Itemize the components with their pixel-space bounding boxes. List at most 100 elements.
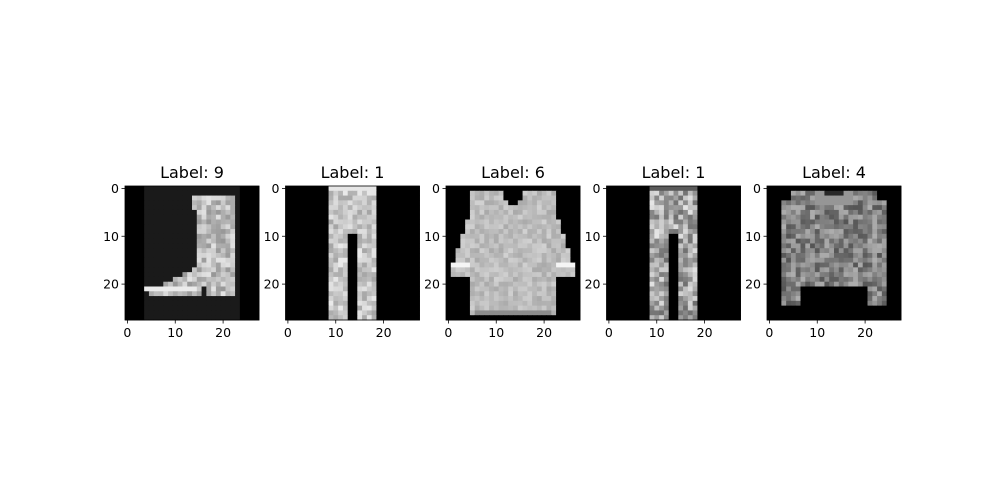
image-pixel (611, 214, 617, 220)
image-pixel (414, 272, 420, 278)
image-pixel (352, 209, 358, 216)
image-pixel (853, 248, 859, 254)
image-pixel (532, 200, 538, 206)
image-pixel (299, 186, 306, 192)
image-pixel (338, 205, 344, 211)
image-pixel (829, 276, 835, 283)
image-pixel (177, 305, 183, 311)
image-pixel (663, 262, 670, 268)
image-pixel (556, 205, 562, 211)
image-pixel (254, 243, 260, 249)
image-pixel (673, 209, 679, 216)
image-pixel (187, 224, 193, 230)
image-pixel (172, 233, 179, 240)
image-pixel (678, 276, 684, 283)
image-pixel (498, 195, 504, 201)
image-pixel (144, 219, 150, 225)
image-pixel (493, 315, 500, 321)
image-pixel (872, 257, 878, 263)
image-pixel (790, 291, 797, 297)
image-pixel (735, 205, 741, 211)
image-pixel (172, 253, 179, 259)
x-tick-label: 0 (605, 325, 613, 340)
image-pixel (730, 281, 737, 287)
image-pixel (711, 257, 717, 263)
image-pixel (625, 243, 631, 249)
image-pixel (508, 286, 514, 292)
image-pixel (716, 262, 722, 268)
image-pixel (381, 286, 387, 292)
panel-4-image (606, 186, 741, 321)
image-pixel (692, 224, 698, 230)
image-pixel (640, 262, 646, 268)
image-pixel (630, 267, 636, 273)
image-pixel (405, 276, 411, 283)
image-pixel (163, 281, 169, 287)
image-pixel (687, 219, 694, 225)
image-pixel (455, 267, 461, 273)
image-pixel (134, 248, 140, 254)
image-pixel (730, 229, 737, 235)
image-pixel (551, 267, 557, 273)
image-pixel (843, 296, 849, 302)
image-pixel (606, 219, 612, 225)
image-pixel (290, 224, 296, 230)
image-pixel (187, 300, 193, 307)
image-pixel (309, 281, 315, 287)
image-pixel (153, 209, 159, 216)
image-pixel (862, 281, 868, 287)
image-pixel (881, 238, 888, 244)
image-pixel (414, 300, 420, 307)
image-pixel (177, 300, 183, 307)
image-pixel (333, 248, 339, 254)
image-pixel (125, 200, 131, 206)
image-pixel (862, 229, 868, 235)
image-pixel (144, 291, 150, 297)
image-pixel (819, 315, 825, 321)
image-pixel (342, 267, 349, 273)
image-pixel (474, 200, 480, 206)
image-pixel (853, 229, 859, 235)
image-pixel (891, 224, 897, 230)
image-pixel (244, 214, 250, 220)
image-pixel (663, 233, 670, 240)
image-pixel (153, 281, 159, 287)
image-pixel (795, 205, 801, 211)
image-pixel (546, 272, 552, 278)
image-pixel (211, 186, 217, 192)
image-pixel (570, 243, 576, 249)
image-pixel (338, 195, 344, 201)
image-pixel (640, 305, 646, 311)
image-pixel (517, 300, 523, 307)
image-pixel (814, 305, 821, 311)
image-pixel (834, 209, 840, 216)
image-pixel (726, 257, 732, 263)
image-pixel (790, 195, 797, 201)
image-pixel (357, 272, 363, 278)
image-pixel (644, 209, 650, 216)
image-pixel (215, 310, 222, 316)
image-pixel (376, 296, 382, 302)
image-pixel (707, 291, 713, 297)
image-pixel (455, 310, 461, 316)
image-pixel (781, 224, 787, 230)
image-pixel (862, 186, 868, 192)
image-pixel (342, 190, 349, 196)
image-pixel (493, 190, 500, 196)
image-pixel (192, 200, 198, 206)
image-pixel (838, 229, 844, 235)
image-pixel (513, 291, 519, 297)
image-pixel (211, 200, 217, 206)
image-pixel (484, 195, 490, 201)
image-pixel (687, 310, 694, 316)
image-pixel (829, 315, 835, 321)
image-pixel (810, 300, 816, 307)
image-pixel (371, 253, 377, 259)
image-pixel (144, 272, 150, 278)
image-pixel (541, 276, 547, 283)
image-pixel (187, 233, 193, 240)
image-pixel (493, 253, 500, 259)
image-pixel (862, 310, 868, 316)
image-pixel (635, 209, 641, 216)
image-pixel (125, 291, 131, 297)
